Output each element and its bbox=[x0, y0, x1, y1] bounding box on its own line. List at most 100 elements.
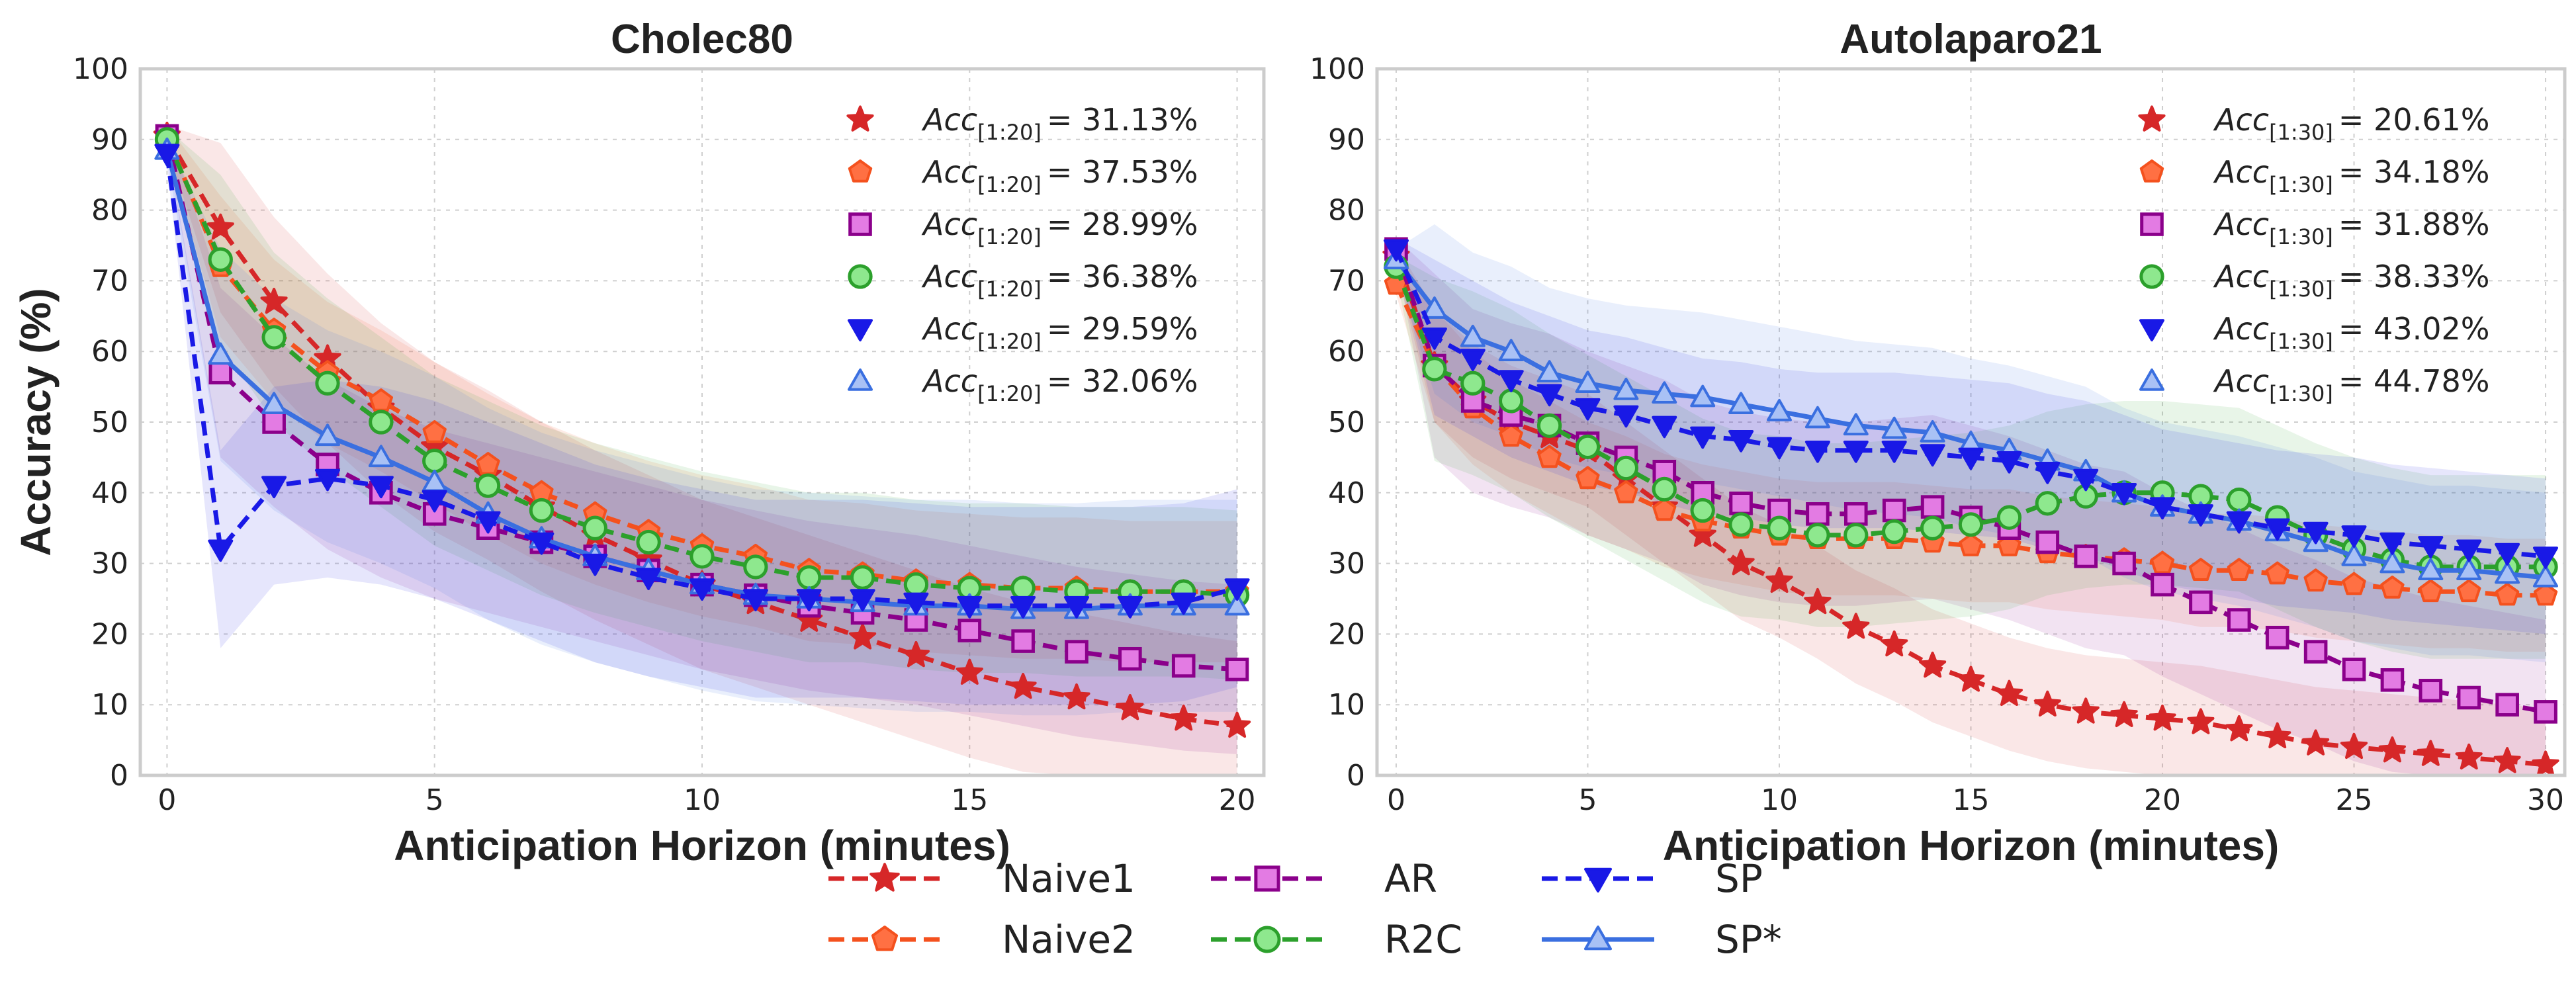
point-naive1 bbox=[902, 640, 930, 668]
point-naive1 bbox=[2149, 705, 2176, 731]
point-naive1 bbox=[1804, 587, 1832, 615]
point-sp bbox=[2418, 536, 2444, 558]
y-tick-label: 40 bbox=[91, 476, 128, 510]
annotation-acc-label: Acc bbox=[2213, 154, 2269, 190]
point-naive2 bbox=[422, 420, 447, 443]
point-sp bbox=[1613, 405, 1639, 428]
point-ar bbox=[2419, 679, 2443, 703]
point-sp bbox=[2111, 483, 2137, 505]
point-sp bbox=[2073, 468, 2099, 492]
point-naive1 bbox=[2493, 747, 2521, 773]
legend-marker-sp-star bbox=[1584, 926, 1612, 951]
point-naive1 bbox=[1765, 566, 1793, 593]
point-naive1 bbox=[2072, 697, 2100, 724]
point-naive1 bbox=[2532, 750, 2559, 777]
point-sp-star bbox=[1536, 360, 1562, 382]
point-sp bbox=[1460, 349, 1486, 371]
point-r2c bbox=[529, 498, 555, 523]
point-ar bbox=[2074, 544, 2098, 568]
point-sp bbox=[1996, 451, 2022, 474]
annotation-text-naive1: Acc[1:30] = 20.61% bbox=[2213, 102, 2489, 145]
point-sp bbox=[2035, 462, 2061, 484]
point-sp-star bbox=[1843, 413, 1869, 436]
point-ar bbox=[2265, 625, 2289, 650]
point-naive1 bbox=[1689, 521, 1716, 547]
legend-label-sp-star: SP* bbox=[1715, 917, 1782, 962]
point-sp-star bbox=[1728, 392, 1754, 414]
annotation-text-naive1: Acc[1:20] = 31.13% bbox=[921, 102, 1198, 145]
point-naive1 bbox=[1881, 630, 1908, 657]
point-sp bbox=[1804, 441, 1830, 463]
point-ar bbox=[208, 361, 233, 385]
point-ar bbox=[1225, 658, 1249, 681]
annotation-text-sp: Acc[1:30] = 43.02% bbox=[2213, 311, 2489, 354]
point-naive1 bbox=[2033, 690, 2061, 717]
point-sp bbox=[2150, 497, 2175, 520]
y-tick-label: 50 bbox=[91, 406, 128, 439]
point-sp bbox=[1384, 239, 1409, 262]
annotation-marker-naive1 bbox=[846, 105, 874, 132]
point-ar bbox=[2303, 640, 2328, 664]
band-naive2 bbox=[1396, 273, 2546, 652]
point-sp-star bbox=[2418, 558, 2444, 580]
y-tick-label: 70 bbox=[1328, 264, 1365, 298]
x-tick-label: 0 bbox=[157, 783, 176, 817]
legend-marker-sp bbox=[1584, 867, 1612, 892]
point-sp bbox=[315, 468, 340, 492]
y-tick-label: 70 bbox=[91, 264, 128, 298]
point-naive1 bbox=[1009, 673, 1037, 699]
point-sp bbox=[903, 592, 929, 615]
legend-item-sp-star: SP* bbox=[1542, 917, 1782, 962]
point-ar bbox=[2189, 590, 2213, 615]
x-tick-label: 0 bbox=[1387, 783, 1405, 817]
point-naive1 bbox=[1116, 694, 1144, 720]
annotation-text-ar: Acc[1:20] = 28.99% bbox=[921, 206, 1198, 249]
point-r2c bbox=[1010, 576, 1036, 601]
y-tick-label: 100 bbox=[1310, 52, 1365, 86]
point-sp bbox=[1881, 441, 1907, 463]
point-sp bbox=[2188, 504, 2213, 527]
annotation-marker-ar bbox=[2140, 212, 2164, 236]
annotation-value: = 43.02% bbox=[2338, 311, 2490, 347]
y-tick-label: 90 bbox=[91, 123, 128, 157]
point-naive2 bbox=[1499, 423, 1523, 447]
annotation-acc-label: Acc bbox=[2213, 311, 2269, 347]
point-ar bbox=[2380, 668, 2405, 692]
y-tick-label: 10 bbox=[1328, 688, 1365, 722]
point-r2c bbox=[1460, 370, 1486, 396]
annotation-marker-ar bbox=[848, 212, 872, 236]
point-sp bbox=[2495, 543, 2520, 566]
autolaparo21-title: Autolaparo21 bbox=[1840, 17, 2102, 62]
point-sp bbox=[1117, 595, 1143, 619]
point-naive1 bbox=[2225, 715, 2253, 742]
point-r2c bbox=[1805, 523, 1830, 548]
point-sp bbox=[689, 578, 715, 601]
point-sp bbox=[1010, 595, 1036, 619]
annotation-marker-sp-star bbox=[848, 369, 873, 391]
point-naive1 bbox=[2187, 708, 2215, 734]
annotation-value: = 28.99% bbox=[1047, 206, 1198, 242]
point-sp bbox=[2226, 511, 2252, 534]
point-sp-star bbox=[315, 423, 340, 447]
point-naive1 bbox=[260, 287, 288, 314]
point-ar bbox=[1806, 502, 1830, 526]
point-sp bbox=[742, 589, 768, 611]
point-sp-star bbox=[2456, 558, 2482, 580]
point-sp bbox=[1064, 595, 1089, 619]
point-sp-star bbox=[1652, 381, 1677, 404]
point-ar bbox=[1171, 654, 1196, 678]
point-r2c bbox=[797, 565, 822, 590]
annotation-range: [1:20] bbox=[977, 277, 1042, 302]
annotation-value: = 38.33% bbox=[2338, 259, 2490, 294]
point-sp bbox=[1958, 447, 1984, 470]
annotation-value: = 20.61% bbox=[2338, 102, 2490, 138]
cholec80-plot: 0 10 20 30 40 50 60 70 80 90 100 0 5 10 15 20 Cholec80 An… bbox=[12, 17, 1266, 869]
point-sp-star bbox=[1421, 296, 1447, 319]
annotation-range: [1:30] bbox=[2269, 329, 2333, 354]
annotation-range: [1:30] bbox=[2269, 224, 2333, 249]
legend: Naive1 AR SP Naive2 R2C SP* bbox=[828, 856, 1782, 962]
point-naive1 bbox=[2417, 740, 2444, 766]
point-sp bbox=[582, 553, 608, 576]
point-naive2 bbox=[2303, 568, 2328, 592]
